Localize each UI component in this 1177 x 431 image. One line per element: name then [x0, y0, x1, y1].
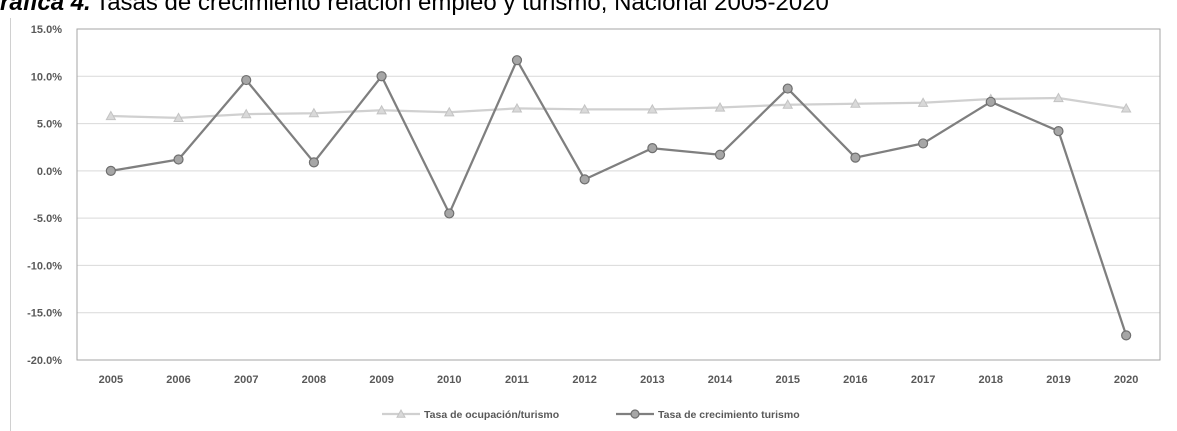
data-point: [105, 165, 116, 176]
data-point: [173, 112, 184, 122]
x-tick-label: 2012: [572, 374, 596, 386]
data-point: [985, 96, 996, 107]
series-line: [110, 59, 1128, 336]
data-point: [714, 101, 726, 112]
y-tick-label: 5.0%: [37, 119, 62, 131]
legend-label: Tasa de crecimiento turismo: [658, 409, 800, 421]
data-point: [511, 55, 523, 66]
series-line: [110, 96, 1127, 120]
legend-marker: [630, 409, 640, 419]
data-point: [579, 103, 591, 114]
data-point: [917, 97, 929, 107]
x-tick-label: 2008: [302, 374, 326, 386]
data-point: [579, 174, 590, 185]
data-point: [241, 74, 252, 86]
data-point: [782, 99, 794, 109]
chart-title-text: Tasas de crecimiento relación empleo y t…: [95, 0, 829, 16]
legend-marker: [396, 408, 406, 418]
x-tick-label: 2010: [437, 374, 461, 386]
x-tick-label: 2018: [979, 374, 1003, 386]
data-point: [511, 102, 523, 113]
data-point: [714, 149, 726, 160]
data-point: [308, 157, 320, 168]
y-tick-label: -20.0%: [27, 355, 62, 367]
data-point: [443, 106, 455, 117]
data-point: [1120, 102, 1132, 113]
data-point: [782, 83, 793, 94]
x-tick-label: 2013: [640, 374, 664, 386]
data-point: [917, 138, 929, 149]
x-tick-label: 2009: [369, 374, 393, 386]
data-point: [105, 110, 117, 121]
x-tick-label: 2014: [708, 374, 733, 386]
legend-label: Tasa de ocupación/turismo: [424, 409, 559, 421]
data-point: [1053, 92, 1064, 103]
data-point: [240, 108, 252, 119]
chart-title: ráfica 4. Tasas de crecimiento relación …: [0, 0, 1177, 19]
chart-frame-edge: [10, 18, 11, 431]
y-tick-label: 15.0%: [31, 24, 62, 36]
x-tick-label: 2015: [775, 374, 799, 386]
data-point: [444, 208, 455, 219]
y-tick-label: 10.0%: [31, 71, 62, 83]
y-tick-label: -15.0%: [27, 308, 62, 320]
y-tick-label: -10.0%: [27, 260, 62, 272]
data-point: [308, 107, 320, 118]
x-tick-label: 2011: [505, 374, 529, 386]
data-point: [173, 154, 184, 165]
y-tick-label: -5.0%: [33, 213, 62, 225]
data-point: [1121, 330, 1132, 341]
x-tick-label: 2016: [843, 374, 867, 386]
plot-area: [76, 28, 1161, 361]
x-tick-label: 2007: [234, 374, 258, 386]
chart-title-prefix: ráfica 4.: [0, 0, 91, 16]
y-tick-label: 0.0%: [37, 166, 62, 178]
data-point: [850, 152, 861, 163]
x-tick-label: 2017: [911, 374, 935, 386]
x-tick-label: 2019: [1046, 374, 1070, 386]
x-tick-label: 2020: [1114, 374, 1138, 386]
data-point: [646, 103, 658, 114]
x-tick-label: 2006: [166, 374, 190, 386]
data-point: [376, 71, 387, 82]
data-point: [376, 104, 387, 115]
data-point: [1053, 126, 1064, 137]
data-point: [647, 143, 658, 154]
x-tick-label: 2005: [99, 374, 123, 386]
data-point: [850, 98, 861, 108]
